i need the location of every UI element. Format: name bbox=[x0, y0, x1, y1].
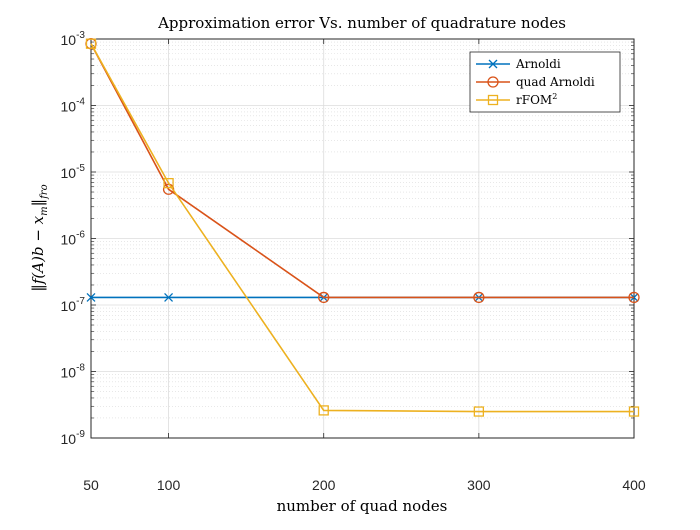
series-3 bbox=[85, 38, 640, 417]
data-point bbox=[628, 291, 640, 304]
legend-label: rFOM2 bbox=[516, 92, 557, 107]
x-tick-label: 400 bbox=[622, 477, 646, 493]
data-point bbox=[473, 406, 485, 417]
y-tick-label: 10-6 bbox=[61, 230, 86, 248]
data-point bbox=[318, 291, 330, 304]
marker-stroke bbox=[86, 292, 96, 302]
data-point bbox=[86, 292, 96, 302]
y-axis-label-sub-fro: fro bbox=[39, 184, 50, 200]
data-point bbox=[85, 38, 97, 49]
legend-label: quad Arnoldi bbox=[516, 75, 595, 89]
y-axis-label-bar: ‖ bbox=[29, 199, 47, 207]
x-tick-label: 50 bbox=[83, 477, 99, 493]
y-tick-labels: 10-9 10-8 10-7 10-6 10-5 10-4 10-3 bbox=[61, 30, 86, 447]
chart-title: Approximation error Vs. number of quadra… bbox=[157, 14, 566, 32]
x-tick-label: 300 bbox=[467, 477, 491, 493]
minor-grid bbox=[91, 41, 634, 419]
data-point bbox=[473, 291, 485, 304]
legend-marker bbox=[487, 94, 499, 106]
x-tick-labels: 50 100 200 300 400 bbox=[83, 477, 646, 493]
x-tick-label: 100 bbox=[157, 477, 181, 493]
y-tick-label: 10-5 bbox=[61, 163, 86, 181]
y-tick-label: 10-4 bbox=[61, 97, 86, 115]
y-axis-label: ‖f(A)b − xm‖fro bbox=[29, 184, 50, 291]
y-tick-label: 10-8 bbox=[61, 363, 86, 381]
svg-text:‖f(A)b − xm‖fro: ‖f(A)b − xm‖fro bbox=[29, 184, 50, 291]
data-point bbox=[164, 292, 174, 302]
y-axis-label-main: ‖f(A)b − x bbox=[29, 215, 47, 291]
legend-items: Arnoldi quad Arnoldi rFOM2 bbox=[476, 57, 595, 107]
y-tick-label: 10-9 bbox=[61, 429, 86, 447]
series-line bbox=[90, 43, 634, 299]
marker-stroke bbox=[488, 59, 498, 69]
legend-label: Arnoldi bbox=[515, 57, 561, 71]
data-point bbox=[163, 177, 174, 189]
y-tick-label: 10-7 bbox=[61, 296, 86, 314]
x-axis-label: number of quad nodes bbox=[277, 497, 448, 515]
data-point bbox=[318, 405, 329, 416]
y-tick-label: 10-3 bbox=[61, 30, 86, 48]
legend-marker bbox=[487, 76, 499, 88]
legend-marker bbox=[488, 59, 498, 69]
x-tick-label: 200 bbox=[312, 477, 336, 493]
data-point bbox=[628, 406, 640, 417]
y-axis-label-sub-m: m bbox=[39, 206, 50, 215]
legend: Arnoldi quad Arnoldi rFOM2 bbox=[469, 51, 621, 113]
series-layer bbox=[85, 38, 640, 417]
series-line bbox=[90, 43, 634, 413]
marker-stroke bbox=[164, 292, 174, 302]
